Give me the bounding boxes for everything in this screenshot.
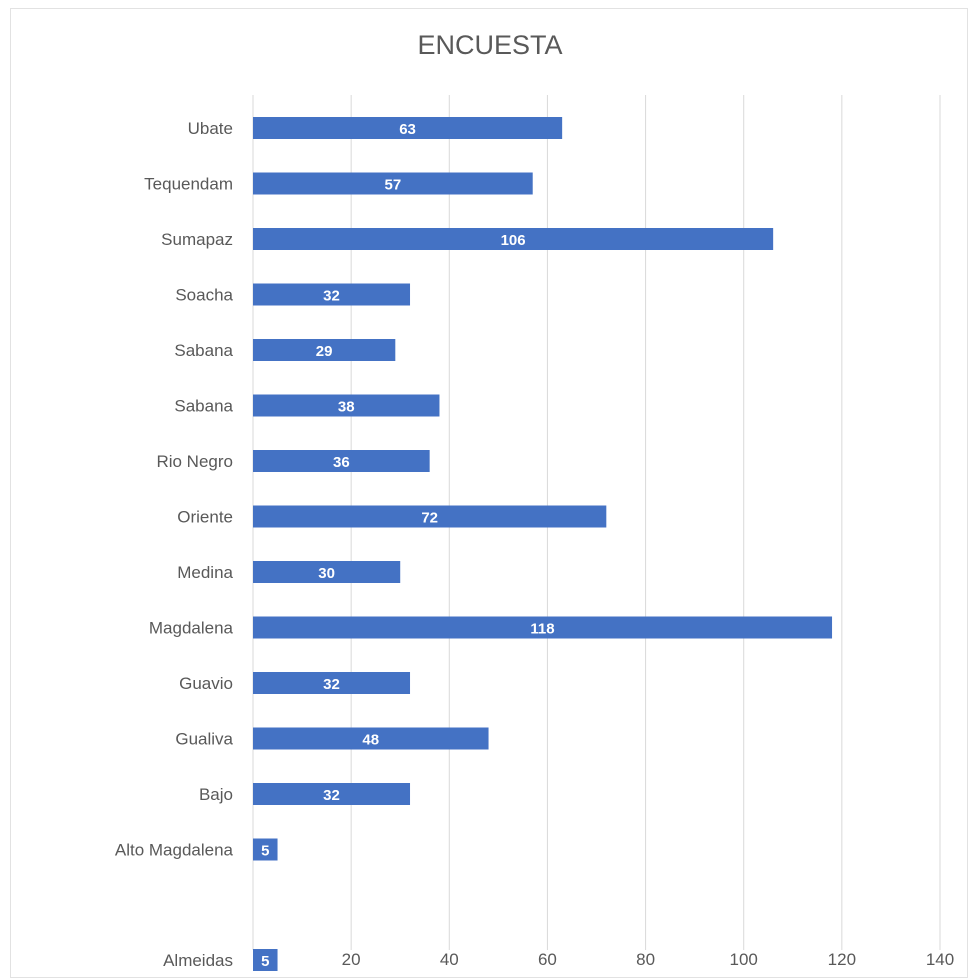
category-label: Almeidas: [163, 951, 233, 970]
bar: [253, 561, 401, 583]
category-label: Ubate: [188, 119, 233, 138]
data-label: 38: [338, 399, 355, 416]
bar: [253, 505, 607, 528]
x-tick-label: 120: [828, 950, 856, 969]
chart-title: ENCUESTA: [417, 30, 563, 60]
category-label: Rio Negro: [156, 452, 233, 471]
bar: [253, 672, 411, 694]
data-label: 106: [501, 232, 526, 249]
category-label: Oriente: [177, 508, 233, 527]
data-label: 32: [323, 787, 340, 804]
data-label: 32: [323, 676, 340, 693]
bar: [253, 283, 411, 306]
bar: [253, 783, 411, 805]
data-label: 30: [318, 565, 335, 582]
data-label: 72: [421, 510, 438, 527]
bar: [253, 117, 563, 139]
bar: [253, 838, 278, 861]
data-label: 48: [362, 732, 379, 749]
category-label: Magdalena: [149, 619, 234, 638]
category-labels: Ubate Tequendam Sumapaz Soacha Sabana Sabana R…: [115, 119, 234, 970]
bar: [253, 339, 396, 361]
x-tick-label: 60: [538, 950, 557, 969]
category-label: Gualiva: [175, 730, 233, 749]
x-tick-label: 140: [926, 950, 954, 969]
bar: [253, 616, 833, 639]
bar: [253, 450, 430, 472]
x-tick-label: 20: [342, 950, 361, 969]
data-label: 5: [261, 843, 269, 860]
bar: [253, 394, 440, 417]
x-tick-labels: 20 40 60 80 100 120 140: [342, 950, 955, 969]
category-label: Soacha: [175, 286, 233, 305]
category-label: Medina: [177, 563, 233, 582]
bar: [253, 228, 774, 250]
data-label: 118: [530, 621, 554, 638]
chart-frame: [10, 8, 968, 978]
data-label: 5: [261, 953, 269, 970]
category-label: Tequendam: [144, 175, 233, 194]
category-label: Bajo: [199, 785, 233, 804]
category-label: Sumapaz: [161, 230, 233, 249]
category-label: Guavio: [179, 674, 233, 693]
x-tick-label: 100: [730, 950, 758, 969]
data-label: 36: [333, 454, 350, 471]
data-label: 63: [399, 121, 416, 138]
x-tick-label: 80: [636, 950, 655, 969]
bar: [253, 727, 489, 750]
data-label: 57: [385, 177, 402, 194]
category-label: Alto Magdalena: [115, 841, 234, 860]
category-label: Sabana: [174, 397, 233, 416]
category-label: Sabana: [174, 341, 233, 360]
bar: [253, 949, 278, 971]
bar: [253, 172, 533, 195]
data-label: 32: [323, 288, 340, 305]
data-label: 29: [316, 343, 333, 360]
x-tick-label: 40: [440, 950, 459, 969]
bars: 63 57 106 32 29 38 36 72 30 118 32 48 32 5 5: [253, 117, 833, 971]
